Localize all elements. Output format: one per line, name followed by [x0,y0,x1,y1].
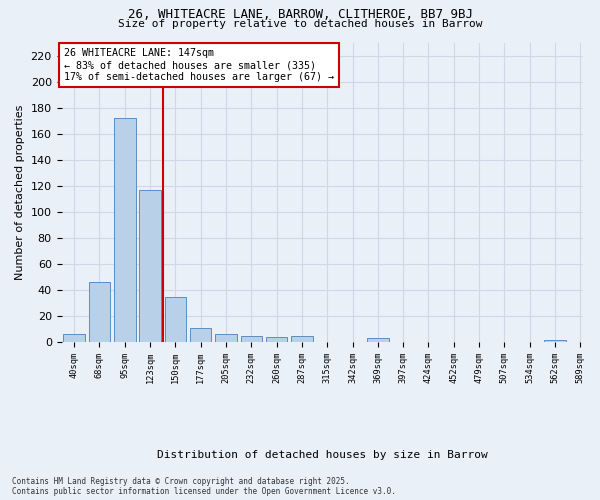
Text: Size of property relative to detached houses in Barrow: Size of property relative to detached ho… [118,19,482,29]
Text: Contains HM Land Registry data © Crown copyright and database right 2025.
Contai: Contains HM Land Registry data © Crown c… [12,476,396,496]
Text: 26, WHITEACRE LANE, BARROW, CLITHEROE, BB7 9BJ: 26, WHITEACRE LANE, BARROW, CLITHEROE, B… [128,8,473,20]
Bar [291,336,313,342]
Bar [544,340,566,342]
Bar [215,334,237,342]
Bar [164,296,186,342]
Text: 26 WHITEACRE LANE: 147sqm
← 83% of detached houses are smaller (335)
17% of semi: 26 WHITEACRE LANE: 147sqm ← 83% of detac… [64,48,334,82]
Bar [89,282,110,342]
Bar [266,337,287,342]
X-axis label: Distribution of detached houses by size in Barrow: Distribution of detached houses by size … [157,450,488,460]
Bar [367,338,389,342]
Bar [190,328,211,342]
Bar [114,118,136,342]
Y-axis label: Number of detached properties: Number of detached properties [15,104,25,280]
Bar [139,190,161,342]
Bar [241,336,262,342]
Bar [64,334,85,342]
